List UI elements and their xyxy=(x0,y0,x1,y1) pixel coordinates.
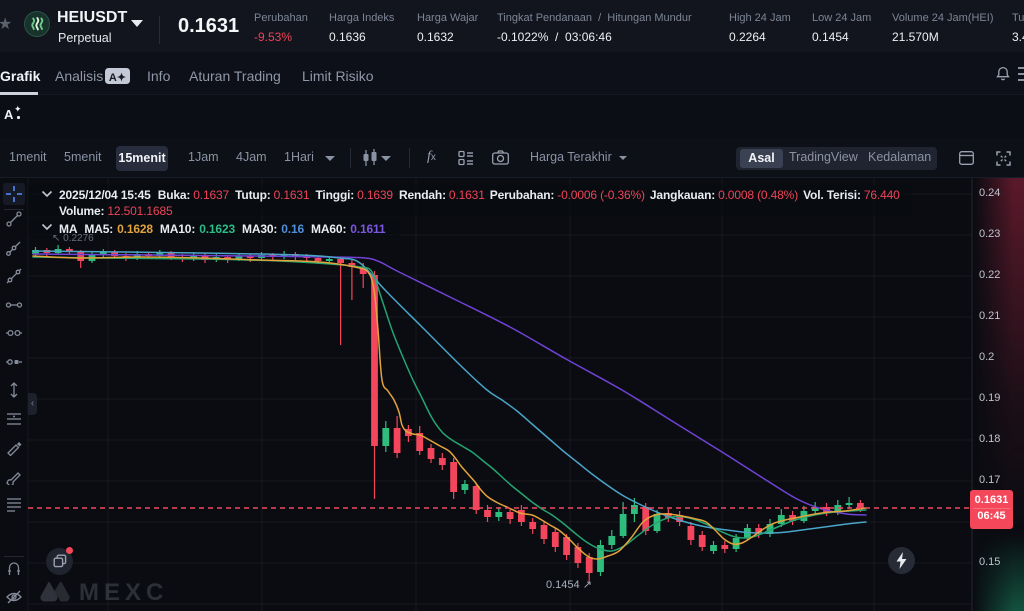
svg-text:MEXC: MEXC xyxy=(79,580,168,604)
